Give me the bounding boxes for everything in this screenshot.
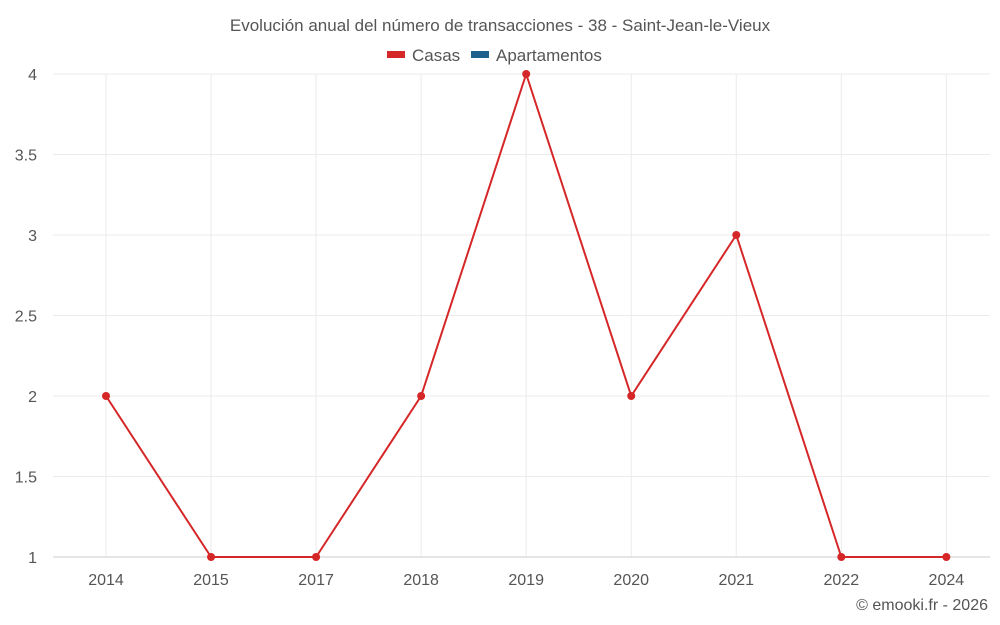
y-tick-label: 1.5 bbox=[15, 470, 37, 487]
data-point-casas[interactable] bbox=[102, 392, 110, 400]
x-tick-label: 2021 bbox=[718, 572, 754, 589]
y-tick-label: 4 bbox=[28, 67, 37, 84]
legend-item-apartamentos[interactable]: Apartamentos bbox=[471, 46, 602, 65]
data-point-casas[interactable] bbox=[627, 392, 636, 400]
data-point-casas[interactable] bbox=[942, 553, 951, 561]
x-tick-label: 2017 bbox=[298, 572, 334, 589]
y-tick-label: 3 bbox=[28, 228, 37, 245]
data-point-casas[interactable] bbox=[207, 553, 216, 561]
data-point-casas[interactable] bbox=[312, 553, 321, 561]
y-tick-label: 3.5 bbox=[15, 148, 37, 165]
x-tick-label: 2018 bbox=[403, 572, 439, 589]
grid bbox=[53, 73, 990, 558]
x-tick-label: 2024 bbox=[929, 572, 965, 589]
x-tick-label: 2014 bbox=[88, 572, 124, 589]
data-point-casas[interactable] bbox=[522, 70, 531, 78]
x-tick-label: 2022 bbox=[824, 572, 860, 589]
x-tick-label: 2020 bbox=[613, 572, 649, 589]
data-point-casas[interactable] bbox=[417, 392, 426, 400]
chart-title: Evolución anual del número de transaccio… bbox=[230, 16, 771, 35]
series-casas bbox=[102, 70, 951, 561]
legend-swatch-casas bbox=[387, 51, 405, 58]
data-point-casas[interactable] bbox=[837, 553, 846, 561]
x-tick-label: 2019 bbox=[508, 572, 544, 589]
legend-swatch-apartamentos bbox=[471, 51, 489, 58]
credit-text: © emooki.fr - 2026 bbox=[856, 597, 988, 614]
y-tick-label: 2.5 bbox=[15, 309, 37, 326]
legend-label-apartamentos: Apartamentos bbox=[496, 46, 602, 65]
x-axis-ticks: 2014 2015 2017 2018 2019 2020 2021 2022 2024 bbox=[88, 572, 964, 589]
y-tick-label: 2 bbox=[28, 389, 37, 406]
data-point-casas[interactable] bbox=[732, 231, 741, 239]
legend-item-casas[interactable]: Casas bbox=[387, 46, 460, 65]
x-tick-label: 2015 bbox=[193, 572, 229, 589]
legend: Casas Apartamentos bbox=[387, 46, 602, 65]
legend-label-casas: Casas bbox=[412, 46, 460, 65]
y-tick-label: 1 bbox=[28, 550, 37, 567]
y-axis-ticks: 1 1.5 2 2.5 3 3.5 4 bbox=[15, 67, 37, 567]
